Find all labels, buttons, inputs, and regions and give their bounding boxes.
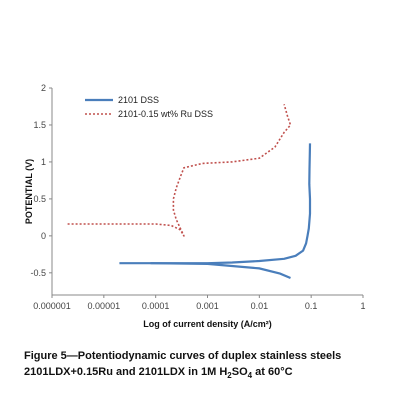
caption-line-2: 2101LDX+0.15Ru and 2101LDX in 1M H2SO4 a… [24,364,389,384]
caption-sub-2: 2 [227,371,232,381]
caption-line-2-mid: SO [231,366,248,378]
legend-label-2: 2101-0.15 wt% Ru DSS [118,109,213,119]
caption-line-1: Figure 5—Potentiodynamic curves of duple… [24,350,342,362]
y-axis-title: POTENTIAL (V) [24,159,34,224]
x-axis-title: Log of current density (A/cm²) [143,319,272,329]
caption-sub-4: 4 [247,371,253,381]
series-line-1 [119,143,312,265]
potentiodynamic-chart: 2 1.5 1 0.5 0 -0.5 0.000001 0.00001 0.0001 0.001 0… [24,83,366,329]
x-tick-label: 0.001 [196,301,219,311]
y-tick-label: 0 [41,231,46,241]
y-tick-label: 2 [41,83,46,93]
y-tick-label: -0.5 [30,268,46,278]
chart-legend: 2101 DSS 2101-0.15 wt% Ru DSS [85,95,213,119]
series-line-2 [67,104,292,237]
figure-caption: Figure 5—Potentiodynamic curves of duple… [24,348,389,384]
legend-label-1: 2101 DSS [118,95,159,105]
y-tick-label: 0.5 [33,194,46,204]
caption-line-2-prefix: 2101LDX+0.15Ru and 2101LDX in 1M H [24,366,228,378]
x-tick-label: 0.0001 [142,301,170,311]
series-line-1-cathodic [150,262,291,280]
x-tick-label: 0.01 [251,301,269,311]
chart-series-layer [67,104,312,280]
x-tick-label: 0.1 [305,301,318,311]
y-tick-label: 1.5 [33,120,46,130]
x-tick-label: 0.000001 [33,301,71,311]
chart-axes: 2 1.5 1 0.5 0 -0.5 0.000001 0.00001 0.0001 0.001 0… [24,83,366,329]
x-tick-label: 1 [360,301,365,311]
caption-line-2-suffix: at 60°C [252,366,293,378]
x-tick-label: 0.00001 [88,301,121,311]
y-tick-label: 1 [41,157,46,167]
